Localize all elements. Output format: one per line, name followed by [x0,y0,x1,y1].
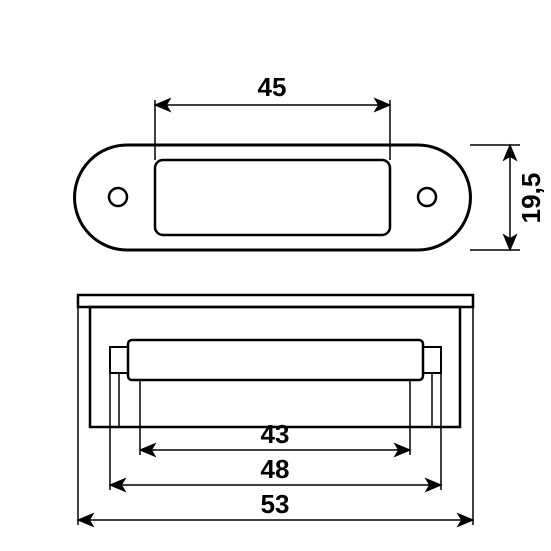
dim-48-label: 48 [261,454,290,484]
dim-19-5-label: 19,5 [516,173,546,224]
side-view [78,295,473,427]
hole-left [109,188,127,206]
dim-53-label: 53 [261,489,290,519]
dim-19-5: 19,5 [470,145,546,250]
top-view [75,145,471,250]
dim-45-label: 45 [258,72,287,102]
dim-45: 45 [155,72,390,160]
hole-right [418,188,436,206]
dim-43-label: 43 [261,419,290,449]
technical-drawing: 45 19,5 43 48 [0,0,551,551]
dim-43: 43 [140,380,410,455]
